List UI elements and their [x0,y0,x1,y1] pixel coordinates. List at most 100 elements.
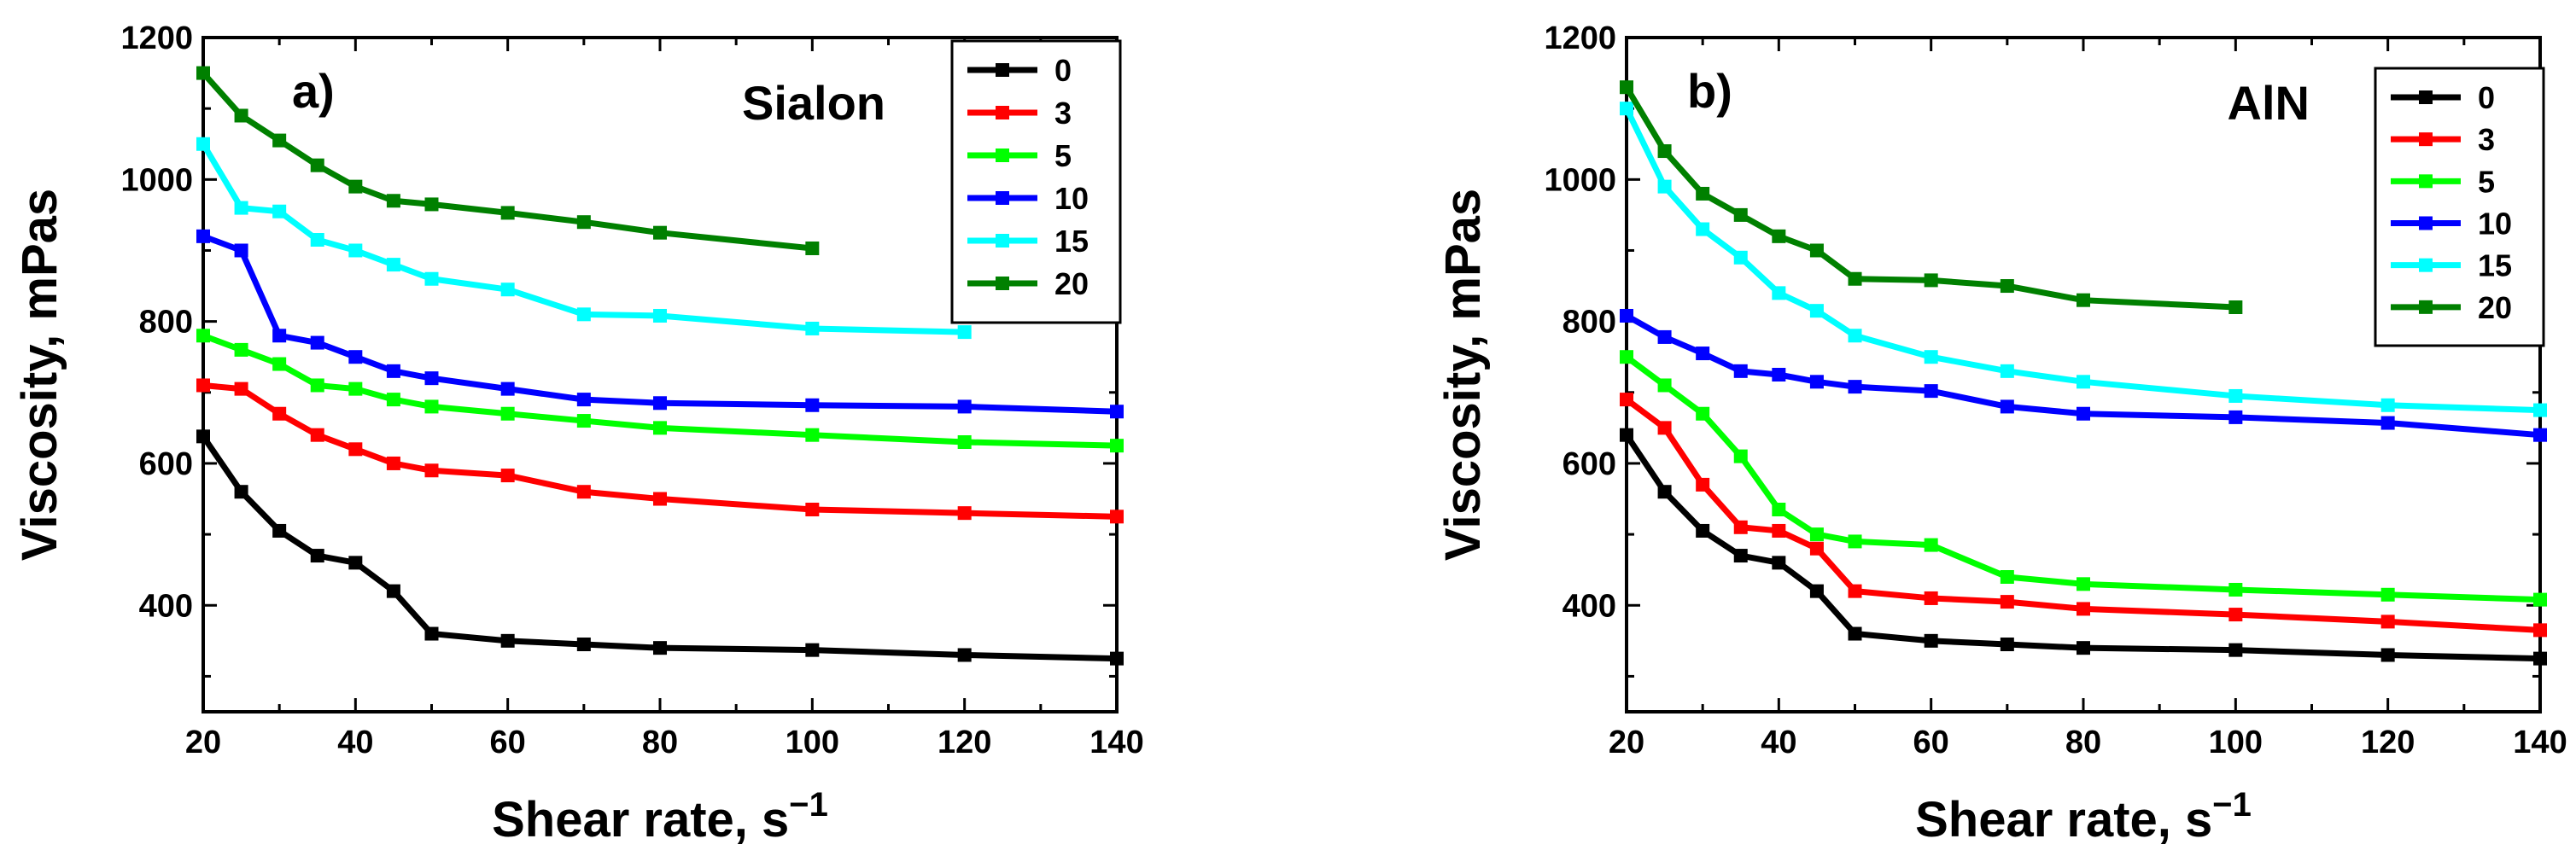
legend-label-b-0: 0 [2478,80,2495,115]
x-tick-label-a-100: 100 [786,725,839,760]
data-point-a-3-60 [500,469,515,483]
material-label-b: AlN [2228,76,2310,130]
legend-label-a-0: 0 [1054,53,1072,88]
panel-label-b: b) [1687,64,1732,118]
x-tick-label-a-80: 80 [642,725,678,760]
material-label-a: Sialon [742,76,885,130]
data-point-a-20-30 [272,133,287,148]
data-point-b-0-50 [1848,626,1862,641]
data-point-a-0-45 [386,584,400,598]
data-point-a-15-45 [386,258,400,272]
data-point-b-20-50 [1848,271,1862,286]
chart-b-svg: 20 40 60 80 100 120 14040060080010001200Shear … [1435,20,2567,847]
x-axis-title-superscript-b: −1 [2212,786,2252,824]
data-point-b-20-100 [2228,300,2243,314]
data-point-a-3-35 [310,428,324,442]
legend-marker-b-20 [2419,300,2433,314]
data-point-a-15-30 [272,204,287,218]
legend-box-a [950,39,1122,324]
x-tick-label-a-20: 20 [185,725,221,760]
legend-marker-b-3 [2419,132,2433,147]
x-tick-label-b-100: 100 [2209,725,2263,760]
data-point-b-10-50 [1848,380,1862,394]
data-point-a-3-45 [386,456,400,470]
data-point-b-3-120 [2380,614,2395,629]
legend-marker-a-5 [996,149,1009,162]
data-point-a-3-140 [1110,510,1124,524]
data-point-b-0-45 [1809,584,1824,598]
x-tick-label-a-60: 60 [490,725,526,760]
data-point-b-3-60 [1924,591,1938,605]
x-axis-title-superscript-a: −1 [789,786,828,824]
data-point-b-10-100 [2228,410,2243,424]
data-point-a-3-100 [805,503,820,516]
data-point-b-10-60 [1924,384,1938,399]
x-tick-label-a-40: 40 [337,725,373,760]
y-axis-title-a: Viscosity, mPas [12,189,67,561]
data-point-b-0-40 [1772,556,1786,570]
data-point-b-15-20 [1620,102,1633,116]
data-point-a-20-60 [500,206,515,220]
data-point-a-3-20 [196,378,210,393]
data-point-a-3-120 [957,506,972,521]
legend-marker-b-5 [2419,174,2433,189]
data-point-b-20-60 [1924,273,1938,288]
data-point-b-5-80 [2077,577,2090,591]
legend-label-a-5: 5 [1054,138,1072,173]
data-point-b-20-70 [2000,279,2014,294]
data-point-b-3-70 [2000,595,2014,609]
data-point-a-10-60 [500,381,515,396]
data-point-b-0-60 [1924,633,1938,648]
data-point-a-15-120 [957,325,972,340]
data-point-b-5-20 [1620,350,1633,364]
data-point-b-15-140 [2533,403,2547,417]
data-point-b-0-20 [1620,428,1633,442]
data-point-a-5-30 [272,357,287,371]
data-point-a-10-20 [196,229,210,243]
data-point-a-0-60 [500,633,515,648]
data-point-b-0-35 [1733,549,1748,563]
data-point-a-5-25 [234,342,248,357]
legend-label-a-15: 15 [1054,224,1089,259]
data-point-b-10-20 [1620,308,1633,323]
data-point-b-0-100 [2228,643,2243,657]
data-point-a-10-45 [386,364,400,378]
data-point-b-0-25 [1657,485,1672,499]
data-point-a-0-35 [310,549,324,563]
data-point-b-5-35 [1733,449,1748,463]
data-point-b-20-80 [2077,293,2090,307]
legend-label-a-20: 20 [1054,266,1089,301]
data-point-a-15-70 [576,307,591,322]
legend-marker-a-3 [996,106,1009,119]
data-point-a-5-120 [957,435,972,449]
data-point-b-15-25 [1657,179,1672,194]
panel-label-a: a) [292,64,335,118]
data-point-a-20-25 [234,108,248,123]
legend-label-b-10: 10 [2478,207,2512,242]
data-point-a-0-70 [576,638,591,651]
data-point-b-0-120 [2380,648,2395,662]
legend-marker-b-10 [2419,216,2433,230]
data-point-b-3-20 [1620,393,1633,407]
data-point-b-15-60 [1924,350,1938,364]
legend-label-a-3: 3 [1054,96,1072,131]
data-point-b-15-35 [1733,250,1748,265]
data-point-b-15-45 [1809,304,1824,318]
legend-marker-a-10 [996,191,1009,205]
data-point-a-10-140 [1110,405,1124,419]
data-point-a-20-80 [653,225,667,240]
y-tick-label-a-400: 400 [139,588,193,624]
x-tick-label-b-140: 140 [2513,725,2567,760]
data-point-a-3-30 [272,406,287,421]
data-point-a-3-40 [348,442,363,457]
y-tick-label-b-1200: 1200 [1544,20,1616,56]
data-point-b-15-30 [1696,222,1710,236]
legend-marker-a-0 [996,63,1009,77]
data-point-b-20-45 [1809,243,1824,258]
data-point-b-10-35 [1733,364,1748,378]
data-point-a-5-100 [805,428,820,442]
data-point-b-10-30 [1696,347,1710,361]
data-point-a-10-30 [272,329,287,343]
data-point-a-20-35 [310,158,324,172]
data-point-a-5-80 [653,421,667,435]
